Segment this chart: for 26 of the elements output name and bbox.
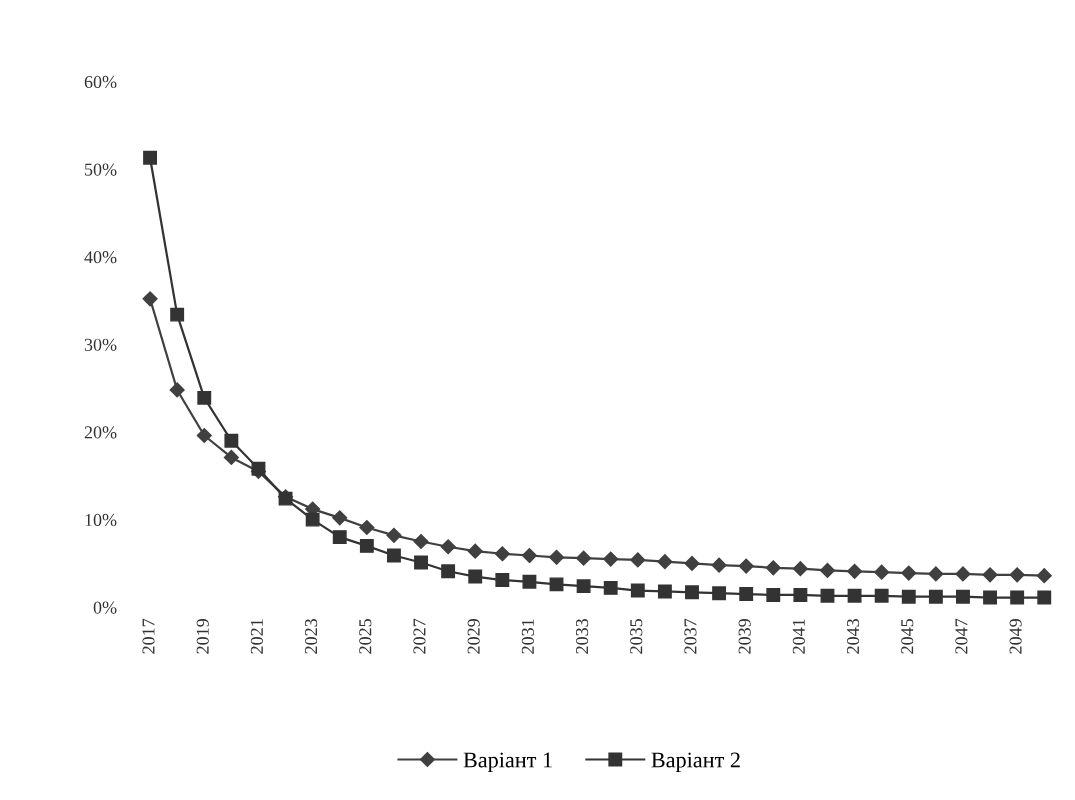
- y-tick-label: 50%: [85, 163, 117, 176]
- y-tick-label: 30%: [84, 338, 117, 351]
- x-tick-label: 2033: [575, 619, 589, 654]
- x-tick-label: 2045: [901, 619, 914, 654]
- legend-label: Варіант 1: [463, 752, 552, 772]
- y-tick-label: 0%: [93, 601, 117, 614]
- x-tick-label: 2041: [792, 619, 805, 654]
- y-tick-label: 40%: [84, 251, 117, 264]
- x-tick-label: 2035: [630, 619, 643, 654]
- x-tick-label: 2039: [738, 619, 751, 654]
- x-tick-label: 2031: [521, 619, 534, 654]
- x-tick-label: 2027: [413, 618, 426, 654]
- y-tick-label: 10%: [85, 513, 117, 527]
- x-tick-label: 2037: [684, 618, 697, 654]
- x-tick-label: 2043: [846, 619, 860, 654]
- x-tick-label: 2047: [955, 618, 968, 654]
- y-tick-label: 60%: [84, 75, 117, 89]
- x-tick-label: 2019: [196, 619, 209, 654]
- x-tick-label: 2021: [250, 619, 263, 654]
- y-tick-label: 20%: [84, 426, 117, 439]
- x-tick-label: 2049: [1009, 619, 1022, 654]
- x-tick-label: 2025: [359, 619, 372, 654]
- x-tick-label: 2029: [467, 619, 480, 654]
- legend-label: Варіант 2: [651, 752, 740, 772]
- x-tick-label: 2023: [304, 619, 318, 654]
- x-tick-label: 2017: [142, 618, 155, 654]
